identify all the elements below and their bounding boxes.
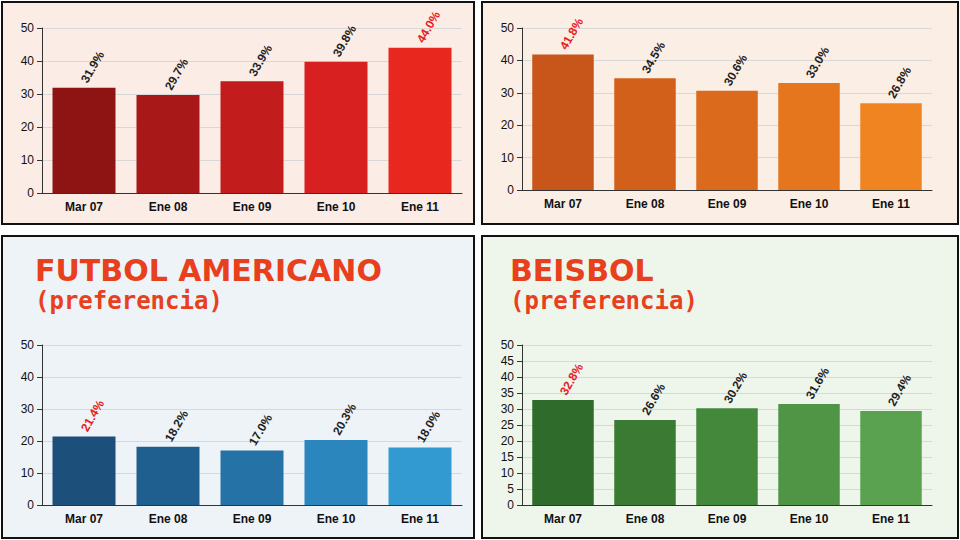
svg-text:31.6%: 31.6% [803,365,832,402]
svg-text:Ene 10: Ene 10 [790,197,829,211]
svg-text:30.6%: 30.6% [721,52,750,89]
svg-text:50: 50 [501,21,515,35]
svg-text:BEISBOL: BEISBOL [510,253,654,288]
svg-text:Mar 07: Mar 07 [65,200,103,214]
svg-text:20: 20 [501,434,515,448]
svg-text:Ene 10: Ene 10 [317,200,356,214]
svg-text:26.6%: 26.6% [639,381,668,418]
svg-text:33.0%: 33.0% [803,44,832,81]
svg-text:30.2%: 30.2% [721,369,750,406]
svg-text:18.2%: 18.2% [162,408,191,445]
svg-text:33.9%: 33.9% [246,42,275,79]
svg-text:Mar 07: Mar 07 [544,197,582,211]
svg-text:50: 50 [21,21,35,35]
svg-text:10: 10 [21,466,35,480]
svg-text:10: 10 [501,466,515,480]
svg-text:21.4%: 21.4% [78,397,107,434]
svg-text:31.9%: 31.9% [78,49,107,86]
svg-text:50: 50 [21,338,35,352]
svg-text:35: 35 [501,386,515,400]
svg-text:29.4%: 29.4% [885,372,914,409]
svg-text:0: 0 [507,183,514,197]
svg-text:Mar 07: Mar 07 [544,512,582,526]
svg-text:40: 40 [21,54,35,68]
svg-text:Ene 10: Ene 10 [317,512,356,526]
svg-text:(preferencia): (preferencia) [35,287,223,315]
svg-text:45: 45 [501,354,515,368]
svg-text:0: 0 [27,186,34,200]
svg-text:40: 40 [501,370,515,384]
svg-text:Ene 10: Ene 10 [790,512,829,526]
svg-text:Ene 09: Ene 09 [708,197,747,211]
svg-text:50: 50 [501,338,515,352]
svg-text:Mar 07: Mar 07 [65,512,103,526]
svg-text:26.8%: 26.8% [885,64,914,101]
svg-text:20.3%: 20.3% [330,401,359,438]
svg-text:Ene 11: Ene 11 [401,512,439,526]
svg-text:Ene 11: Ene 11 [872,197,910,211]
svg-text:10: 10 [501,151,515,165]
svg-text:17.0%: 17.0% [246,411,275,448]
svg-text:5: 5 [507,482,514,496]
svg-text:Ene 08: Ene 08 [626,512,665,526]
svg-text:Ene 09: Ene 09 [233,200,272,214]
svg-text:20: 20 [501,118,515,132]
svg-text:Ene 11: Ene 11 [401,200,439,214]
svg-text:10: 10 [21,153,35,167]
svg-text:29.7%: 29.7% [162,56,191,93]
svg-text:39.8%: 39.8% [330,22,359,59]
svg-text:20: 20 [21,434,35,448]
svg-text:Ene 08: Ene 08 [626,197,665,211]
svg-text:30: 30 [501,402,515,416]
svg-text:41.8%: 41.8% [557,15,586,52]
svg-text:0: 0 [27,498,34,512]
svg-text:15: 15 [501,450,515,464]
svg-text:30: 30 [501,86,515,100]
svg-text:44.0%: 44.0% [414,9,443,46]
svg-text:30: 30 [21,402,35,416]
svg-text:40: 40 [501,53,515,67]
svg-text:30: 30 [21,87,35,101]
svg-text:20: 20 [21,120,35,134]
svg-text:32.8%: 32.8% [557,361,586,398]
svg-text:34.5%: 34.5% [639,39,668,76]
svg-text:(preferencia): (preferencia) [510,287,698,315]
svg-text:18.0%: 18.0% [414,408,443,445]
svg-text:25: 25 [501,418,515,432]
svg-text:0: 0 [507,498,514,512]
svg-text:40: 40 [21,370,35,384]
svg-text:Ene 08: Ene 08 [149,200,188,214]
svg-text:Ene 09: Ene 09 [708,512,747,526]
svg-text:Ene 09: Ene 09 [233,512,272,526]
svg-text:FUTBOL AMERICANO: FUTBOL AMERICANO [35,253,382,288]
svg-text:Ene 11: Ene 11 [872,512,910,526]
svg-text:Ene 08: Ene 08 [149,512,188,526]
